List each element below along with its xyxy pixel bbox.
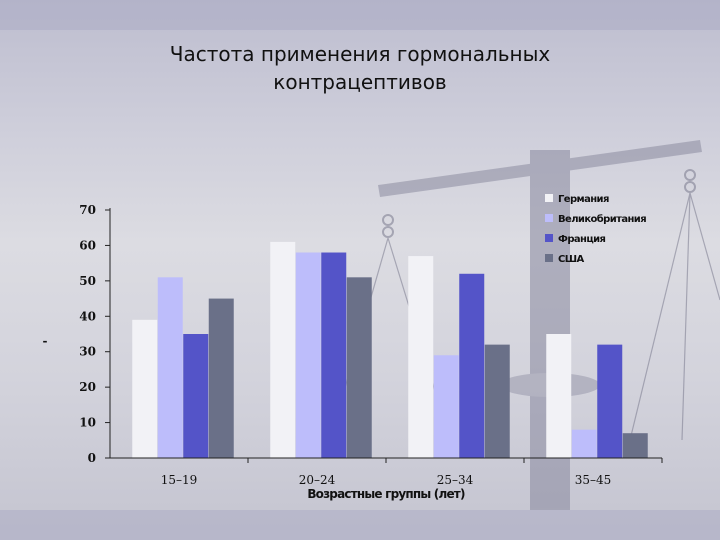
bar-3-3 xyxy=(459,273,485,458)
legend-label: Германия xyxy=(558,194,609,205)
y-tick-label: 0 xyxy=(88,451,96,465)
top-band xyxy=(0,0,720,30)
legend: Германия Великобритания Франция США xyxy=(545,194,647,265)
legend-swatch xyxy=(545,214,553,222)
bar-3-1 xyxy=(183,334,209,458)
bar-2-3 xyxy=(433,355,459,458)
y-tick-label: 60 xyxy=(79,238,96,252)
bar-1-3 xyxy=(408,256,434,458)
y-tick-label: 70 xyxy=(79,203,96,217)
bar-1-1 xyxy=(132,319,158,458)
x-category-label: 35–45 xyxy=(575,473,612,487)
bar-3-4 xyxy=(597,344,623,458)
bar-4-3 xyxy=(484,344,510,458)
bar-1-4 xyxy=(546,334,572,458)
legend-swatch xyxy=(545,194,553,202)
chart-title-line-2: контрацептивов xyxy=(273,70,447,94)
y-tick-label: 20 xyxy=(79,380,96,394)
bar-4-2 xyxy=(346,277,372,458)
x-axis-title: Возрастные группы (лет) xyxy=(307,487,465,501)
legend-label: США xyxy=(558,254,584,265)
bottom-band xyxy=(0,510,720,540)
legend-swatch xyxy=(545,254,553,262)
chart-title-line-1: Частота применения гормональных xyxy=(169,42,551,66)
bar-4-1 xyxy=(208,298,234,458)
y-tick-label: 10 xyxy=(79,416,96,430)
bar-4-4 xyxy=(622,433,648,458)
bar-2-1 xyxy=(157,277,183,458)
legend-label: Великобритания xyxy=(558,213,646,225)
bar-2-4 xyxy=(571,429,597,458)
y-tick-label: 30 xyxy=(79,345,96,359)
bar-3-2 xyxy=(321,252,347,458)
x-category-label: 15–19 xyxy=(161,473,198,487)
bar-2-2 xyxy=(295,252,321,458)
x-category-label: 20–24 xyxy=(299,473,336,487)
legend-swatch xyxy=(545,234,553,242)
y-tick-label: 40 xyxy=(79,309,96,323)
bar-1-2 xyxy=(270,241,296,458)
x-category-label: 25–34 xyxy=(437,473,474,487)
legend-label: Франция xyxy=(558,234,606,245)
chart-title: Частота применения гормональных контраце… xyxy=(60,40,660,96)
y-tick-label: 50 xyxy=(79,274,96,288)
y-axis-title: - xyxy=(43,334,48,348)
